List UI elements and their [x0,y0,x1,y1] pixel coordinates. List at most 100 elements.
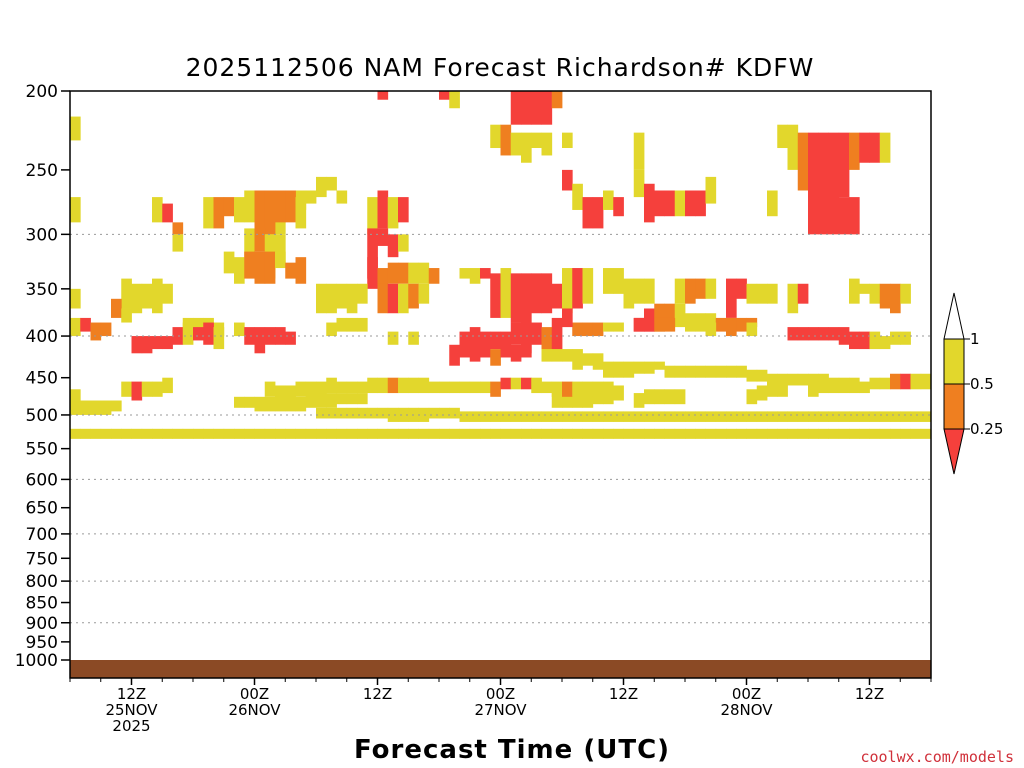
y-tick-label: 250 [26,161,58,181]
legend-label: 0.25 [970,420,1003,438]
heatmap-cell [562,132,573,149]
heatmap-cell [705,313,717,328]
heatmap-cell [70,288,81,309]
heatmap-cell [70,389,81,401]
heatmap-cell [131,381,143,401]
heatmap-cell [551,428,563,439]
heatmap-cell [592,411,604,422]
heatmap-cell [408,377,419,394]
heatmap-cell [849,278,860,304]
heatmap-cell [521,411,532,422]
heatmap-cell [900,428,911,439]
heatmap-cell [664,303,676,328]
heatmap-cell [746,283,758,304]
heatmap-cell [480,340,491,358]
heatmap-cell [531,91,542,125]
heatmap-cell [551,393,563,408]
legend-swatch-orange [943,383,965,430]
heatmap-cell [459,340,471,358]
heatmap-cell [285,190,296,223]
heatmap-cell [213,327,225,350]
heatmap-cell [398,377,409,394]
heatmap-cell [275,190,286,223]
heatmap-cell [715,428,727,439]
heatmap-cell [490,428,501,439]
heatmap-cell [900,331,911,345]
heatmap-cell [890,283,901,314]
heatmap-cell [141,336,153,354]
heatmap-cell [531,132,542,149]
heatmap-cell [777,411,788,422]
heatmap-cell [879,411,891,422]
heatmap-cell [879,283,891,309]
heatmap-cell [480,381,491,394]
heatmap-cell [121,308,132,323]
heatmap-cell [551,381,563,397]
heatmap-cell [398,428,409,439]
heatmap-cell [869,411,881,422]
heatmap-cell [890,331,901,345]
heatmap-cell [818,132,829,204]
heatmap-cell [920,428,932,439]
heatmap-cell [777,381,788,397]
heatmap-cell [100,322,112,337]
heatmap-cell [572,268,583,309]
heatmap-cell [459,268,471,279]
heatmap-cell [859,428,870,439]
heatmap-cell [613,322,624,332]
heatmap-cell [305,393,317,408]
heatmap-cell [685,365,696,378]
heatmap-cell [111,400,122,412]
heatmap-cell [357,317,368,332]
heatmap-cell [756,385,768,401]
heatmap-cell [644,428,655,439]
heatmap-cell [275,234,286,263]
heatmap-cell [387,262,399,284]
heatmap-cell [234,322,245,337]
heatmap-cell [254,190,266,235]
heatmap-cell [459,428,471,439]
heatmap-cell [797,132,809,191]
heatmap-cell [531,428,542,439]
heatmap-cell [387,407,399,422]
legend-over-triangle [943,292,965,340]
heatmap-cell [418,262,430,284]
heatmap-cell [510,91,522,125]
heatmap-cell [541,327,553,354]
heatmap-cell [275,396,286,412]
heatmap-cell [797,373,809,386]
heatmap-cell [664,411,676,422]
heatmap-cell [264,428,276,439]
heatmap-cell [193,428,204,439]
heatmap-cell [767,428,778,439]
heatmap-cell [357,407,368,419]
heatmap-cell [254,327,266,354]
heatmap-cell [685,190,696,217]
heatmap-cell [808,381,819,397]
heatmap-cell [705,176,717,204]
heatmap-cell [182,322,194,345]
heatmap-cell [603,268,614,294]
heatmap-cell [582,353,594,366]
heatmap-cell [449,407,460,419]
heatmap-cell [336,283,348,309]
heatmap-cell [490,381,501,397]
heatmap-cell [592,381,604,397]
heatmap-cell [623,411,635,422]
heatmap-cell [500,428,512,439]
heatmap-cell [828,197,840,235]
heatmap-cell [582,197,594,229]
heatmap-cell [767,411,778,422]
heatmap-cell [480,428,491,439]
heatmap-cell [818,373,829,386]
heatmap-cell [859,283,870,294]
y-tick-label: 800 [26,572,58,592]
x-tick-label: 12Z [363,685,392,703]
heatmap-cell [295,381,307,397]
y-tick-label: 1000 [15,651,58,671]
heatmap-cell [121,428,132,439]
heatmap-cell [367,197,378,235]
heatmap-cell [336,317,348,332]
heatmap-cell [500,411,512,422]
heatmap-cell [285,331,296,345]
